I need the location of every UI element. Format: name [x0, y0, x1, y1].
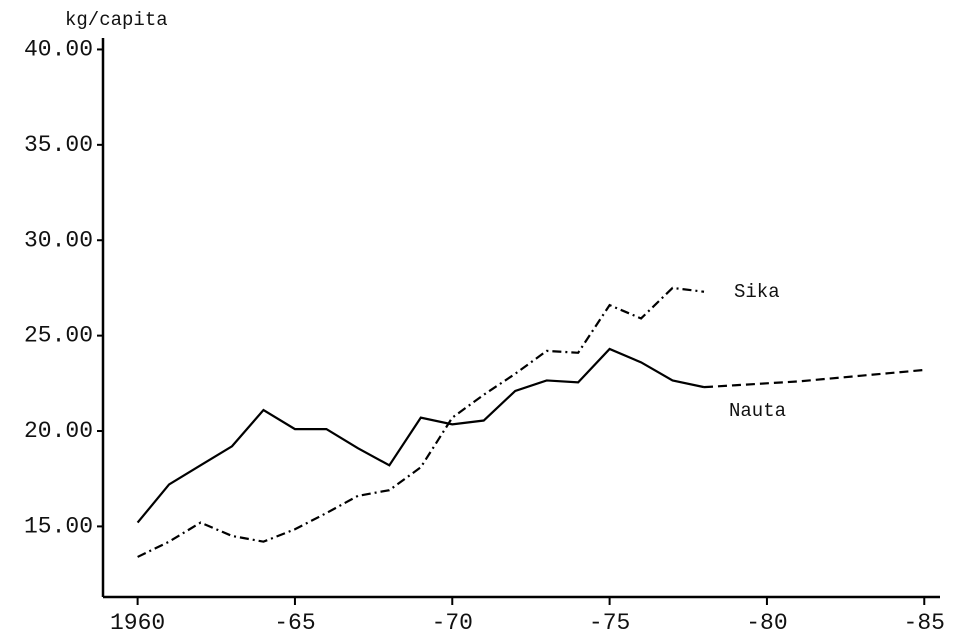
series-label: Nauta: [729, 400, 786, 422]
y-tick-label: 35.00: [24, 132, 93, 158]
line-series: [136, 347, 705, 524]
x-tick-label: 1960: [110, 610, 165, 636]
line-series: [137, 286, 705, 558]
x-tick-label: -85: [904, 610, 945, 636]
y-tick-label: 40.00: [24, 37, 93, 63]
y-tick-label: 20.00: [24, 418, 93, 444]
x-tick-label: -65: [274, 610, 315, 636]
y-tick-label: 25.00: [24, 323, 93, 349]
y-axis-label: kg/capita: [65, 9, 168, 31]
y-tick-label: 15.00: [24, 513, 93, 539]
line-series: [703, 368, 925, 389]
x-tick-label: -70: [432, 610, 473, 636]
series-label: Sika: [734, 281, 780, 303]
y-tick-label: 30.00: [24, 227, 93, 253]
x-tick-label: -80: [746, 610, 787, 636]
x-tick-label: -75: [589, 610, 630, 636]
